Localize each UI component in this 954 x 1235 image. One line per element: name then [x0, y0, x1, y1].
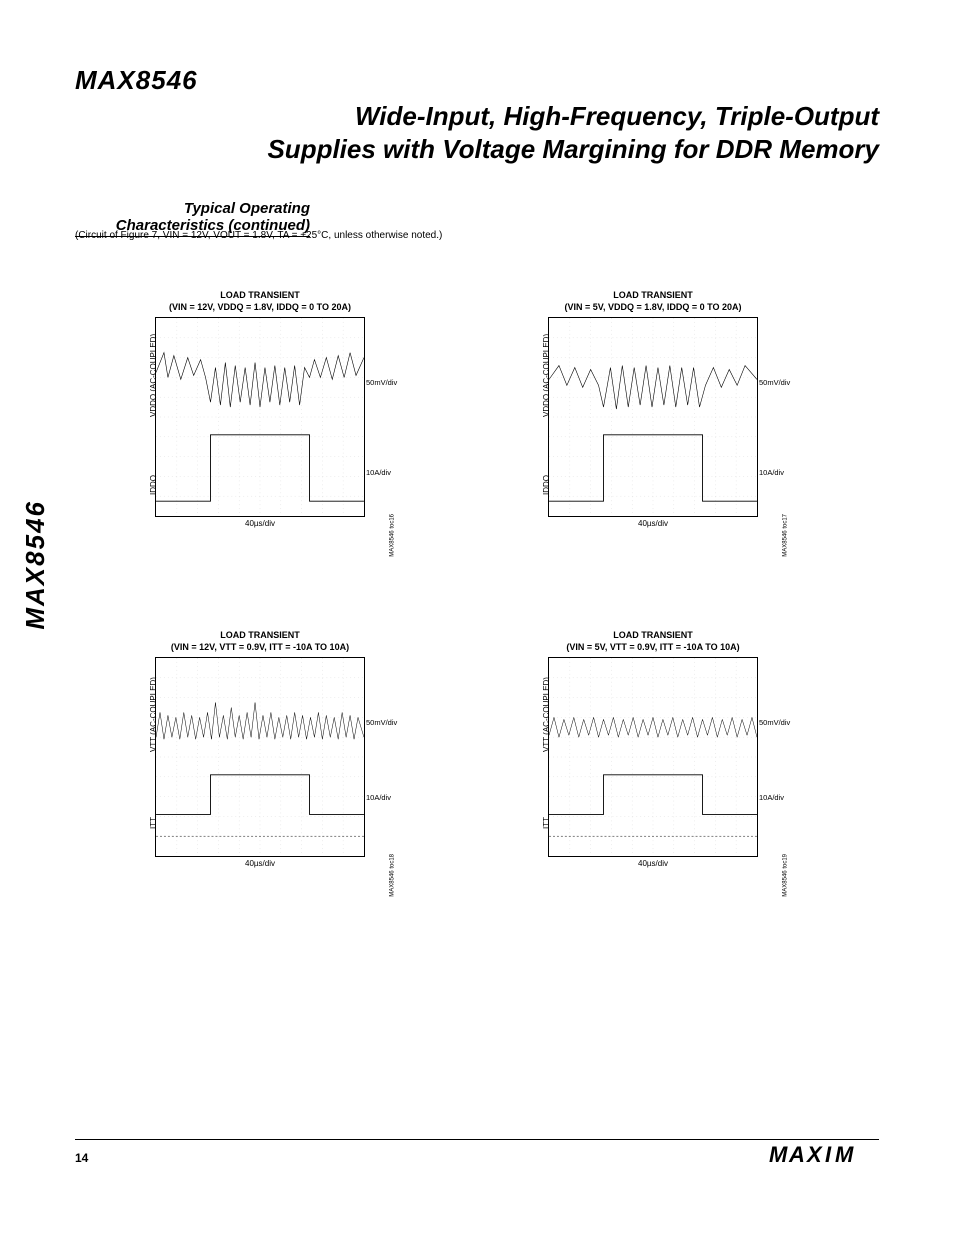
x-label: 40µs/div	[155, 519, 365, 528]
toc-ref: MAX8546 toc19	[783, 854, 789, 897]
header-model: MAX8546	[75, 65, 198, 96]
chart-title: LOAD TRANSIENT (VIN = 12V, VDDQ = 1.8V, …	[155, 290, 365, 313]
svg-text:M: M	[835, 1142, 854, 1167]
chart-title: LOAD TRANSIENT (VIN = 5V, VDDQ = 1.8V, I…	[548, 290, 758, 313]
side-label-2: 10A/div	[759, 468, 784, 477]
x-label: 40µs/div	[548, 859, 758, 868]
waveform-svg	[156, 318, 364, 516]
x-label: 40µs/div	[155, 859, 365, 868]
chart-title-l2: (VIN = 5V, VTT = 0.9V, ITT = -10A TO 10A…	[566, 642, 739, 652]
waveform-svg	[156, 658, 364, 856]
oscilloscope-chart: 50mV/div 10A/div MAX8546 toc18	[155, 657, 365, 857]
toc-ref: MAX8546 toc17	[783, 514, 789, 557]
header-title-l1: Wide-Input, High-Frequency, Triple-Outpu…	[355, 101, 879, 131]
waveform-svg	[549, 318, 757, 516]
side-label-2: 10A/div	[759, 793, 784, 802]
side-label-1: 50mV/div	[759, 718, 790, 727]
side-label-2: 10A/div	[366, 468, 391, 477]
model-vertical-label: MAX8546	[20, 500, 51, 630]
header-title: Wide-Input, High-Frequency, Triple-Outpu…	[75, 100, 879, 165]
page-number: 14	[75, 1151, 88, 1165]
side-label-1: 50mV/div	[759, 378, 790, 387]
waveform-svg	[549, 658, 757, 856]
side-label-1: 50mV/div	[366, 378, 397, 387]
chart-title-l1: LOAD TRANSIENT	[613, 290, 693, 300]
header-title-l2: Supplies with Voltage Margining for DDR …	[267, 134, 879, 164]
chart-block-2: LOAD TRANSIENT (VIN = 5V, VDDQ = 1.8V, I…	[548, 290, 758, 528]
chart-block-4: LOAD TRANSIENT (VIN = 5V, VTT = 0.9V, IT…	[548, 630, 758, 868]
oscilloscope-chart: 50mV/div 10A/div MAX8546 toc19	[548, 657, 758, 857]
chart-title-l1: LOAD TRANSIENT	[613, 630, 693, 640]
svg-text:M: M	[769, 1142, 788, 1167]
side-label-2: 10A/div	[366, 793, 391, 802]
chart-block-1: LOAD TRANSIENT (VIN = 12V, VDDQ = 1.8V, …	[155, 290, 365, 528]
chart-title-l2: (VIN = 12V, VDDQ = 1.8V, IDDQ = 0 TO 20A…	[169, 302, 351, 312]
chart-title: LOAD TRANSIENT (VIN = 12V, VTT = 0.9V, I…	[155, 630, 365, 653]
maxim-logo: M A X I M	[769, 1142, 879, 1175]
toc-ref: MAX8546 toc18	[390, 854, 396, 897]
chart-title: LOAD TRANSIENT (VIN = 5V, VTT = 0.9V, IT…	[548, 630, 758, 653]
oscilloscope-chart: 50mV/div 10A/div MAX8546 toc17	[548, 317, 758, 517]
chart-title-l2: (VIN = 12V, VTT = 0.9V, ITT = -10A TO 10…	[171, 642, 349, 652]
footer-rule	[75, 1139, 879, 1140]
chart-title-l2: (VIN = 5V, VDDQ = 1.8V, IDDQ = 0 TO 20A)	[565, 302, 742, 312]
x-label: 40µs/div	[548, 519, 758, 528]
toc-ref: MAX8546 toc16	[390, 514, 396, 557]
chart-title-l1: LOAD TRANSIENT	[220, 290, 300, 300]
oscilloscope-chart: 50mV/div 10A/div MAX8546 toc16	[155, 317, 365, 517]
side-label-1: 50mV/div	[366, 718, 397, 727]
section-subtitle: (Circuit of Figure 7, VIN = 12V, VOUT = …	[75, 230, 442, 241]
chart-title-l1: LOAD TRANSIENT	[220, 630, 300, 640]
svg-text:I: I	[825, 1142, 832, 1167]
chart-block-3: LOAD TRANSIENT (VIN = 12V, VTT = 0.9V, I…	[155, 630, 365, 868]
svg-text:X: X	[805, 1142, 823, 1167]
svg-text:A: A	[788, 1142, 804, 1167]
